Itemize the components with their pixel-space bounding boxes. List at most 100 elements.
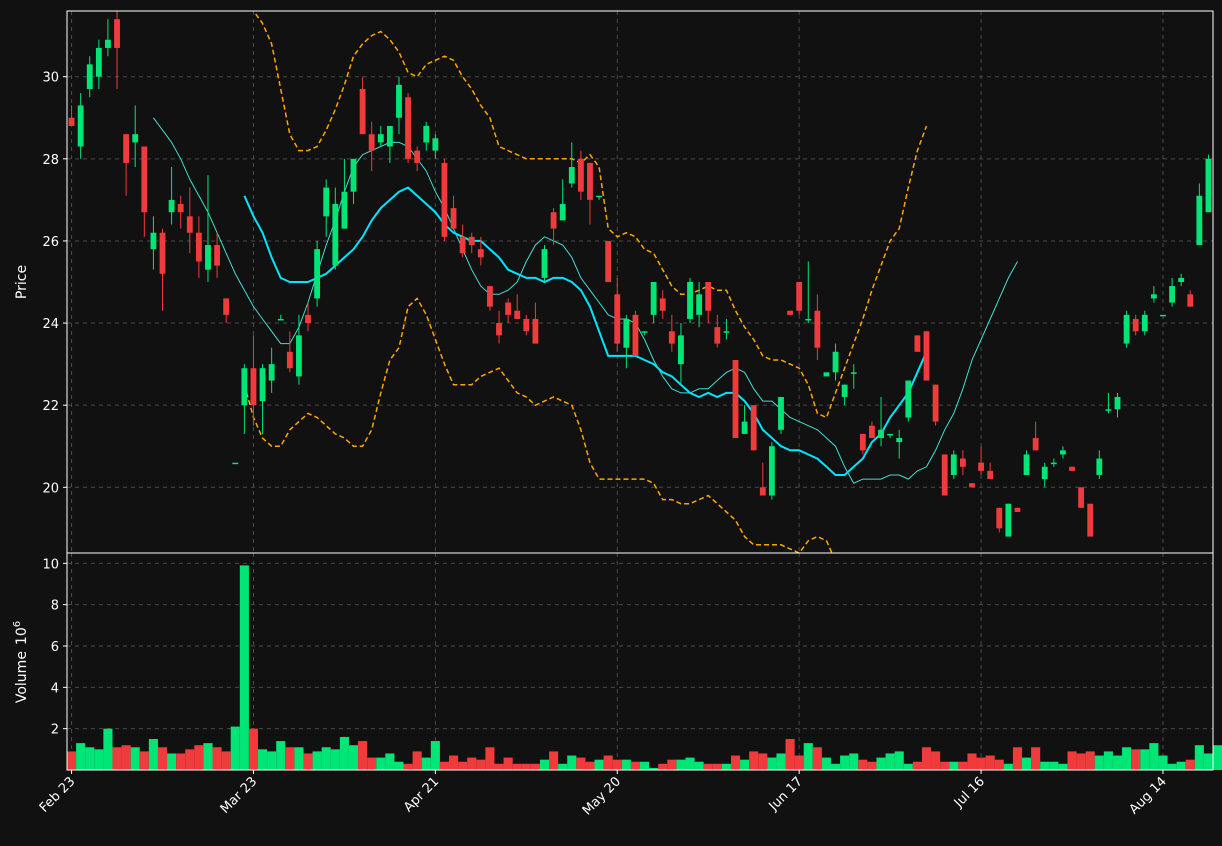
- volume-bar-87: [858, 759, 868, 770]
- candle-body-22: [268, 364, 275, 381]
- volume-tick-label-3: 8: [51, 599, 59, 614]
- candle-body-105: [1023, 454, 1030, 475]
- candle-body-10: [159, 232, 166, 274]
- candle-body-66: [668, 331, 675, 344]
- volume-grid: [67, 553, 1213, 770]
- candle-body-31: [350, 158, 357, 192]
- candle-body-114: [1105, 409, 1112, 411]
- candle-body-77: [768, 446, 775, 496]
- volume-bar-79: [785, 739, 795, 770]
- candle-body-50: [523, 318, 530, 332]
- candle-body-116: [1123, 314, 1130, 344]
- candle-body-3: [95, 47, 102, 77]
- candlesticks: [68, 11, 1212, 537]
- candle-body-51: [532, 318, 539, 344]
- candle-body-96: [941, 454, 948, 496]
- candle-body-74: [741, 421, 748, 434]
- volume-bar-80: [794, 755, 804, 770]
- volume-bar-4: [103, 728, 113, 770]
- candle-body-2: [86, 64, 93, 90]
- volume-bar-102: [994, 759, 1004, 770]
- candle-body-20: [250, 368, 257, 406]
- volume-tick-label-0: 2: [51, 723, 59, 738]
- volume-bar-71: [712, 763, 722, 770]
- candle-body-18: [232, 462, 239, 465]
- volume-y-ticks: 2 4 6 8 10: [42, 557, 67, 738]
- volume-bar-94: [921, 747, 932, 770]
- volume-bar-57: [585, 761, 595, 770]
- candle-body-111: [1078, 487, 1085, 508]
- candle-body-30: [341, 191, 348, 229]
- volume-bar-55: [567, 755, 577, 770]
- candle-body-34: [377, 134, 384, 143]
- volume-bar-114: [1103, 751, 1113, 770]
- volume-bar-56: [576, 757, 586, 770]
- candle-body-59: [605, 240, 612, 282]
- volume-bar-26: [303, 753, 313, 770]
- candle-body-1: [77, 105, 84, 147]
- volume-bar-85: [840, 755, 850, 770]
- candle-body-41: [441, 162, 448, 237]
- candle-body-110: [1069, 466, 1075, 471]
- volume-bar-105: [1022, 757, 1032, 770]
- volume-bar-18: [230, 726, 240, 770]
- volume-bar-74: [740, 759, 750, 770]
- volume-bar-76: [758, 753, 768, 770]
- candle-body-25: [296, 335, 302, 377]
- volume-tick-label-1: 4: [51, 681, 59, 696]
- candle-body-125: [1205, 158, 1212, 213]
- candle-body-23: [277, 318, 284, 321]
- volume-bar-113: [1094, 755, 1104, 770]
- volume-bar-124: [1194, 745, 1204, 770]
- candle-body-38: [414, 150, 421, 163]
- candle-body-65: [659, 298, 666, 311]
- volume-bar-25: [294, 747, 304, 770]
- volume-bar-75: [749, 751, 759, 770]
- volume-bar-51: [530, 763, 540, 770]
- volume-bar-103: [1003, 763, 1013, 770]
- candle-body-88: [869, 425, 875, 439]
- candle-body-124: [1196, 195, 1203, 246]
- volume-bar-36: [394, 761, 404, 770]
- candle-body-102: [996, 507, 1003, 529]
- indicator-lines: [152, 11, 1018, 553]
- candle-body-29: [332, 203, 339, 266]
- candle-body-61: [623, 318, 630, 348]
- volume-bar-22: [267, 751, 277, 770]
- volume-bar-45: [476, 759, 486, 770]
- volume-bar-54: [558, 763, 568, 770]
- volume-bar-38: [412, 751, 422, 770]
- volume-axis-label-power: 6: [12, 621, 23, 627]
- price-tick-label-2: 24: [42, 317, 59, 332]
- candle-body-15: [205, 245, 211, 270]
- candle-body-40: [432, 138, 439, 151]
- ma_fast-line-0: [152, 117, 1018, 484]
- candle-body-94: [923, 331, 930, 381]
- volume-bar-101: [985, 755, 995, 770]
- volume-bar-90: [885, 753, 895, 770]
- volume-bar-47: [494, 763, 504, 770]
- volume-bar-92: [903, 763, 913, 770]
- candle-body-70: [705, 282, 712, 311]
- volume-bar-7: [130, 747, 140, 770]
- candle-body-84: [832, 351, 839, 373]
- volume-bar-107: [1040, 761, 1050, 770]
- candle-body-35: [386, 125, 393, 147]
- candle-body-85: [841, 384, 848, 397]
- candle-body-101: [987, 470, 994, 480]
- candle-body-119: [1150, 294, 1157, 299]
- volume-bar-65: [658, 763, 668, 770]
- candle-body-79: [787, 310, 793, 315]
- volume-bar-30: [339, 736, 349, 770]
- candle-body-67: [678, 335, 684, 365]
- volume-bar-106: [1031, 747, 1041, 770]
- candle-body-52: [541, 249, 548, 278]
- volume-axis-label: Volume 106: [12, 621, 30, 703]
- candle-body-24: [286, 351, 293, 369]
- price-tick-label-3: 26: [42, 235, 59, 250]
- volume-bar-96: [940, 761, 950, 770]
- volume-bar-16: [212, 747, 222, 770]
- candle-body-106: [1032, 438, 1039, 451]
